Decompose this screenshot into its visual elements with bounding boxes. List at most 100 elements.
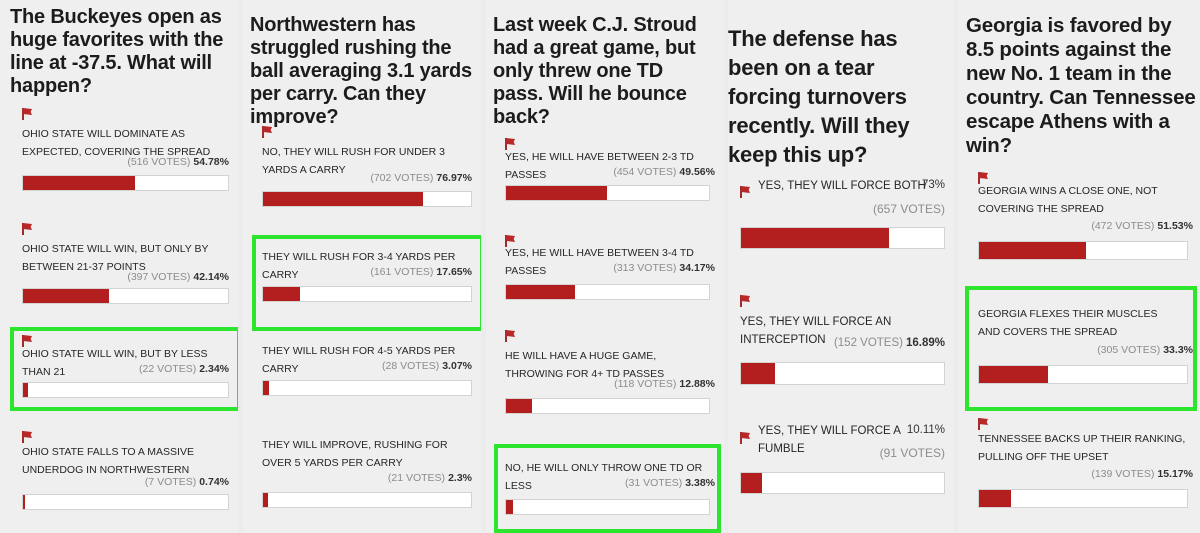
- result-bar: [22, 175, 229, 191]
- poll-option[interactable]: OHIO STATE WILL WIN, BUT BY LESS THAN 21…: [22, 335, 232, 405]
- vote-total: (472 VOTES): [1091, 220, 1155, 232]
- result-bar: [262, 492, 472, 508]
- result-bar-fill: [741, 228, 890, 248]
- poll-option[interactable]: NO, THEY WILL RUSH FOR UNDER 3 YARDS A C…: [262, 126, 474, 214]
- poll-option[interactable]: TENNESSEE BACKS UP THEIR RANKING, PULLIN…: [978, 418, 1193, 513]
- poll-option[interactable]: YES, THEY WILL FORCE AN INTERCEPTION (15…: [740, 295, 948, 395]
- flag-icon: [740, 295, 752, 307]
- vote-total: (28 VOTES): [382, 360, 440, 372]
- vote-percent: 15.17%: [1157, 468, 1193, 480]
- option-label: YES, THEY WILL FORCE AN INTERCEPTION: [740, 316, 892, 346]
- poll-question: The defense has been on a tear forcing t…: [728, 26, 910, 167]
- result-bar: [505, 499, 710, 515]
- result-bar: [505, 284, 710, 300]
- result-bar: [262, 286, 472, 302]
- vote-count: (397 VOTES) 42.14%: [127, 271, 229, 283]
- vote-count: (454 VOTES) 49.56%: [613, 166, 715, 178]
- poll-panel-2: Northwestern has struggled rushing the b…: [243, 0, 481, 533]
- result-bar: [22, 494, 229, 510]
- poll-option[interactable]: OHIO STATE FALLS TO A MASSIVE UNDERDOG I…: [22, 431, 232, 519]
- result-bar-fill: [741, 473, 762, 493]
- poll-panel-1: The Buckeyes open as huge favorites with…: [0, 0, 238, 533]
- poll-option[interactable]: YES, HE WILL HAVE BETWEEN 3-4 TD PASSES …: [505, 235, 715, 305]
- vote-count: (139 VOTES) 15.17%: [1091, 468, 1193, 480]
- flag-icon: [262, 126, 274, 138]
- result-bar-fill: [506, 399, 533, 413]
- result-bar: [22, 288, 229, 304]
- vote-count: (21 VOTES) 2.3%: [388, 472, 472, 484]
- vote-total: (313 VOTES): [613, 262, 677, 274]
- poll-option[interactable]: NO, HE WILL ONLY THROW ONE TD OR LESS (3…: [505, 448, 715, 518]
- vote-percent: 73%: [921, 179, 945, 191]
- vote-count: (31 VOTES) 3.38%: [625, 477, 715, 489]
- result-bar-fill: [23, 383, 28, 397]
- vote-total: (397 VOTES): [127, 271, 191, 283]
- vote-total: (305 VOTES): [1097, 344, 1161, 356]
- result-bar: [262, 380, 472, 396]
- option-label: TENNESSEE BACKS UP THEIR RANKING, PULLIN…: [978, 433, 1186, 463]
- poll-option[interactable]: GEORGIA FLEXES THEIR MUSCLES AND COVERS …: [978, 300, 1193, 390]
- option-label: YES, HE WILL HAVE BETWEEN 3-4 TD PASSES: [505, 247, 694, 277]
- vote-total: (91 VOTES): [879, 446, 945, 460]
- vote-count: (28 VOTES) 3.07%: [382, 360, 472, 372]
- flag-icon: [22, 223, 34, 235]
- result-bar: [505, 398, 710, 414]
- result-bar-fill: [263, 493, 268, 507]
- option-label: NO, HE WILL ONLY THROW ONE TD OR LESS: [505, 462, 703, 492]
- vote-percent: 16.89%: [905, 337, 945, 349]
- result-bar-fill: [506, 186, 607, 200]
- vote-count: (305 VOTES) 33.3%: [1097, 344, 1193, 356]
- vote-total: (657 VOTES): [872, 202, 945, 216]
- poll-option[interactable]: THEY WILL RUSH FOR 3-4 YARDS PER CARRY (…: [262, 240, 474, 310]
- poll-option[interactable]: YES, THEY WILL FORCE A FUMBLE 10.11% (91…: [740, 414, 948, 514]
- result-bar-fill: [741, 363, 776, 384]
- poll-question: Last week C.J. Stroud had a great game, …: [493, 14, 697, 128]
- vote-count: (22 VOTES) 2.34%: [139, 363, 229, 375]
- vote-percent: 3.38%: [685, 477, 715, 489]
- vote-count: (472 VOTES) 51.53%: [1091, 220, 1193, 232]
- flag-icon: [22, 108, 34, 120]
- vote-count: (7 VOTES) 0.74%: [145, 476, 229, 488]
- highlight-box: [965, 286, 1197, 411]
- result-bar-fill: [263, 287, 300, 301]
- poll-panel-5: Georgia is favored by 8.5 points against…: [958, 0, 1200, 533]
- flag-icon: [505, 138, 517, 150]
- option-label: THEY WILL IMPROVE, RUSHING FOR OVER 5 YA…: [262, 439, 448, 469]
- highlight-box: [494, 444, 721, 533]
- vote-total: (152 VOTES): [833, 337, 903, 349]
- result-bar: [22, 382, 229, 398]
- poll-option[interactable]: OHIO STATE WILL WIN, BUT ONLY BY BETWEEN…: [22, 223, 232, 311]
- result-bar-fill: [23, 289, 110, 303]
- poll-option[interactable]: YES, THEY WILL FORCE BOTH 73% (657 VOTES…: [740, 168, 948, 258]
- vote-total: (21 VOTES): [387, 472, 446, 484]
- result-bar: [978, 489, 1188, 508]
- option-label: HE WILL HAVE A HUGE GAME, THROWING FOR 4…: [505, 350, 665, 380]
- option-label: YES, HE WILL HAVE BETWEEN 2-3 TD PASSES: [505, 151, 694, 181]
- poll-option[interactable]: HE WILL HAVE A HUGE GAME, THROWING FOR 4…: [505, 330, 715, 418]
- result-bar: [978, 241, 1188, 260]
- vote-count: (702 VOTES) 76.97%: [370, 172, 472, 184]
- vote-total: (31 VOTES): [625, 477, 683, 489]
- option-label: GEORGIA WINS A CLOSE ONE, NOT COVERING T…: [978, 185, 1158, 215]
- vote-percent: 0.74%: [199, 476, 229, 488]
- option-label: OHIO STATE WILL WIN, BUT BY LESS THAN 21: [22, 348, 208, 378]
- result-bar-fill: [23, 495, 25, 509]
- poll-option[interactable]: THEY WILL IMPROVE, RUSHING FOR OVER 5 YA…: [262, 432, 474, 522]
- vote-percent: 2.3%: [448, 472, 472, 484]
- vote-count: (516 VOTES) 54.78%: [127, 156, 229, 168]
- result-bar-fill: [263, 381, 270, 395]
- result-bar-fill: [506, 285, 576, 299]
- vote-percent: 2.34%: [199, 363, 229, 375]
- poll-option[interactable]: THEY WILL RUSH FOR 4-5 YARDS PER CARRY (…: [262, 336, 474, 406]
- poll-question: Georgia is favored by 8.5 points against…: [966, 14, 1196, 157]
- poll-option[interactable]: OHIO STATE WILL DOMINATE AS EXPECTED, CO…: [22, 108, 232, 196]
- flag-icon: [740, 432, 752, 444]
- result-bar: [262, 191, 472, 207]
- flag-icon: [978, 172, 990, 184]
- highlight-box: [252, 235, 481, 331]
- vote-percent: 17.65%: [436, 266, 472, 278]
- poll-question: Northwestern has struggled rushing the b…: [250, 14, 472, 128]
- poll-option[interactable]: GEORGIA WINS A CLOSE ONE, NOT COVERING T…: [978, 172, 1193, 262]
- poll-option[interactable]: YES, HE WILL HAVE BETWEEN 2-3 TD PASSES …: [505, 138, 715, 208]
- option-label: OHIO STATE WILL WIN, BUT ONLY BY BETWEEN…: [22, 243, 209, 273]
